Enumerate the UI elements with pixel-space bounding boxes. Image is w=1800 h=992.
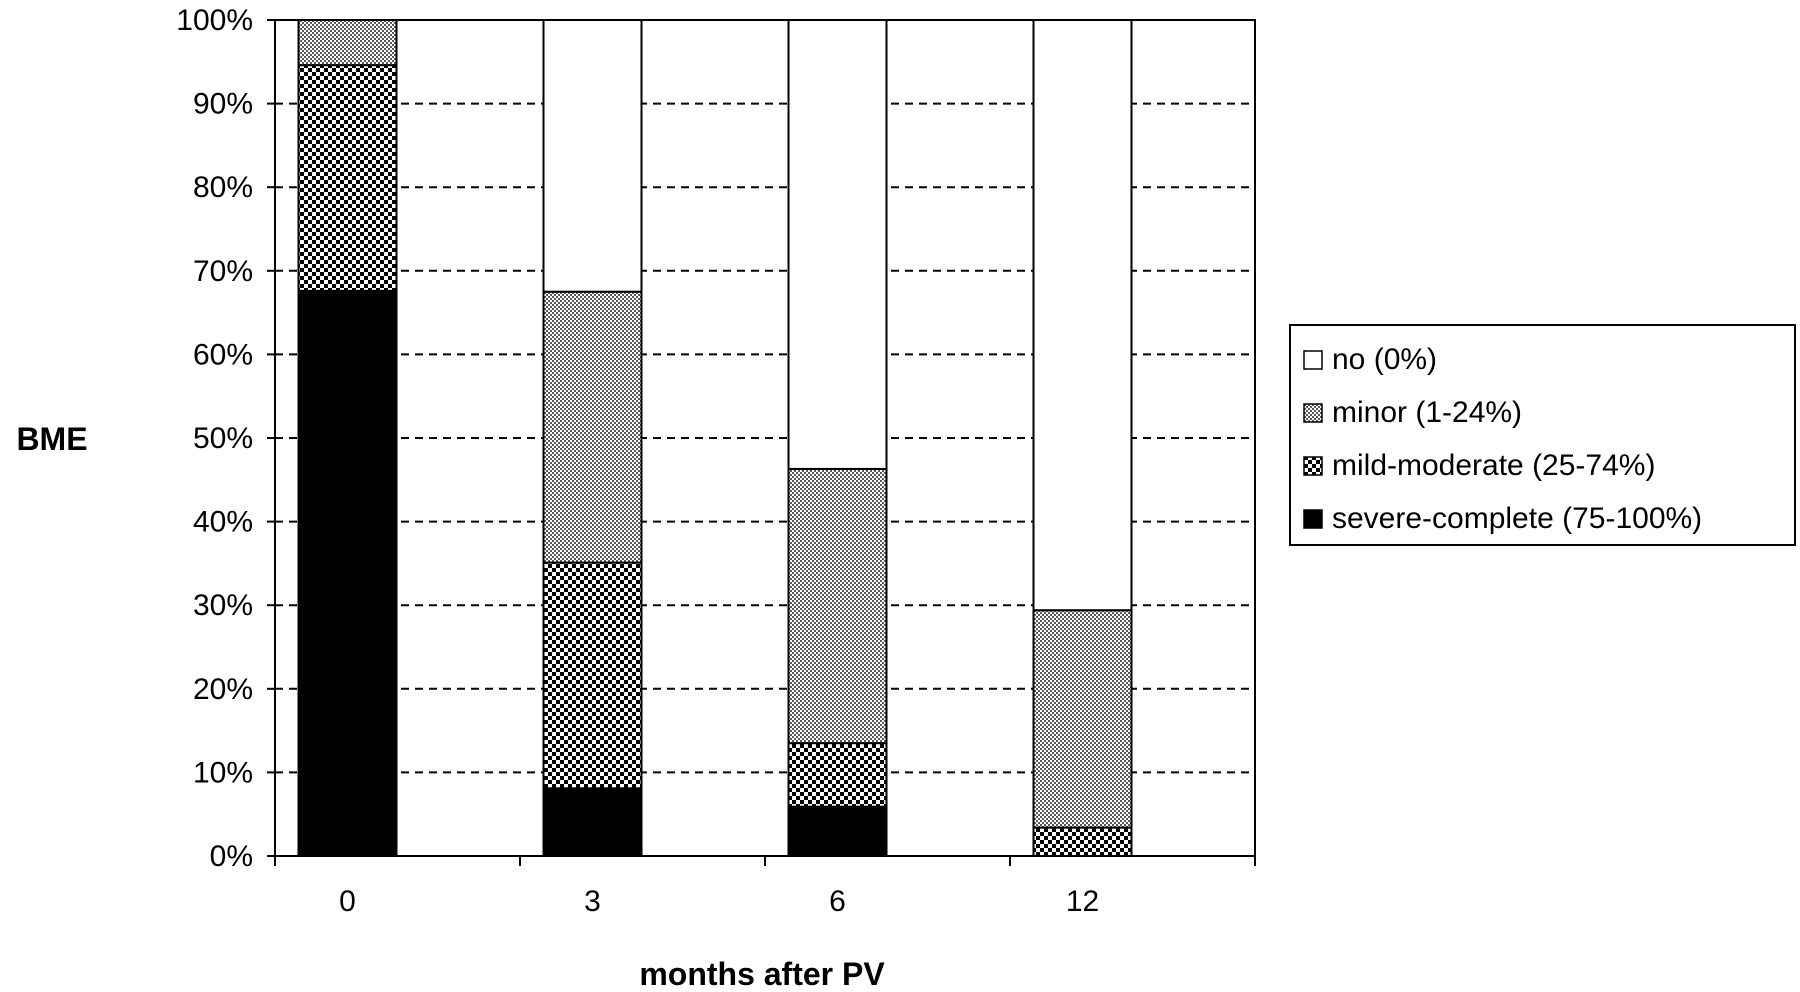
bar-segment xyxy=(787,805,888,858)
bar-segment xyxy=(542,561,643,790)
bar-segment xyxy=(787,742,888,808)
y-tick-label: 10% xyxy=(193,756,253,789)
legend-label: minor (1-24%) xyxy=(1332,396,1522,429)
bar-segment xyxy=(1032,609,1133,829)
axes: 0% 10% 20% 30% 40% 50% 60% 70% 80% 90% 100% 0 3 6 12 xyxy=(176,4,1256,918)
bar-segment xyxy=(297,64,398,292)
legend-swatch xyxy=(1303,403,1323,423)
bar-segment xyxy=(297,19,398,67)
legend-swatch xyxy=(1303,456,1323,476)
bar-segment xyxy=(787,19,888,470)
y-tick-label: 100% xyxy=(176,4,253,37)
bar-segment xyxy=(297,289,398,857)
y-tick-label: 20% xyxy=(193,673,253,706)
y-tick-label: 0% xyxy=(210,840,253,873)
x-tick-label: 3 xyxy=(584,885,601,918)
y-tick-label: 90% xyxy=(193,88,253,121)
x-tick-label: 12 xyxy=(1066,885,1099,918)
bar-segment xyxy=(787,467,888,745)
bar-segment xyxy=(542,787,643,857)
legend-box xyxy=(1289,324,1796,546)
y-tick-label: 80% xyxy=(193,171,253,204)
legend-label: mild-moderate (25-74%) xyxy=(1332,449,1655,482)
y-tick-label: 30% xyxy=(193,589,253,622)
bar-segment xyxy=(542,19,643,293)
bar-segment xyxy=(542,290,643,564)
legend-swatch xyxy=(1303,509,1323,529)
y-axis-title: BME xyxy=(16,421,87,457)
legend-label: severe-complete (75-100%) xyxy=(1332,502,1702,535)
y-tick-label: 70% xyxy=(193,255,253,288)
x-tick-label: 6 xyxy=(829,885,846,918)
y-tick-label: 60% xyxy=(193,338,253,371)
x-tick-label: 0 xyxy=(339,885,356,918)
bars xyxy=(297,19,1133,858)
y-tick-label: 50% xyxy=(193,422,253,455)
bar-segment xyxy=(1032,19,1133,612)
legend: no (0%) minor (1-24%) mild-moderate (25-74… xyxy=(1289,324,1796,546)
legend-label: no (0%) xyxy=(1332,343,1437,376)
y-tick-label: 40% xyxy=(193,506,253,539)
bar-segment xyxy=(1032,826,1133,857)
legend-swatch xyxy=(1303,350,1323,370)
x-axis-title: months after PV xyxy=(639,956,885,992)
